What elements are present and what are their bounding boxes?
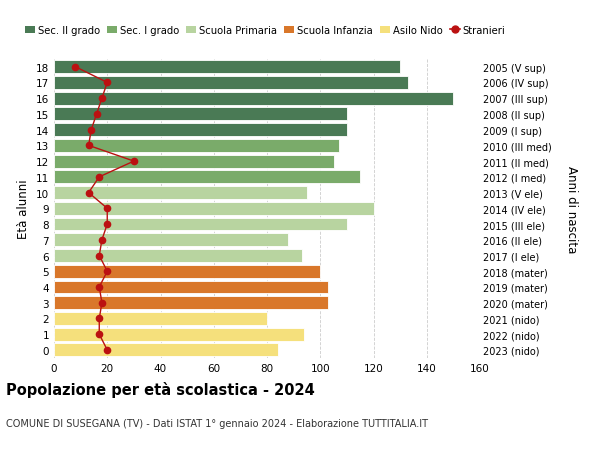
Bar (54, 234, 289, 246)
Bar (54, 250, 302, 263)
Bar (54, 344, 278, 357)
Legend: Sec. II grado, Sec. I grado, Scuola Primaria, Scuola Infanzia, Asilo Nido, Stran: Sec. II grado, Sec. I grado, Scuola Prim… (25, 26, 506, 36)
Y-axis label: Anni di nascita: Anni di nascita (565, 165, 578, 252)
Bar (54, 108, 347, 121)
Bar (54, 265, 320, 278)
Bar (54, 61, 400, 74)
Bar (54, 140, 339, 152)
Bar (54, 328, 304, 341)
Bar (54, 187, 307, 200)
Y-axis label: Età alunni: Età alunni (17, 179, 31, 239)
Text: Popolazione per età scolastica - 2024: Popolazione per età scolastica - 2024 (6, 381, 315, 397)
Bar (54, 124, 347, 137)
Bar (54, 77, 408, 90)
Bar (54, 281, 328, 294)
Text: COMUNE DI SUSEGANA (TV) - Dati ISTAT 1° gennaio 2024 - Elaborazione TUTTITALIA.I: COMUNE DI SUSEGANA (TV) - Dati ISTAT 1° … (6, 418, 428, 428)
Bar (54, 155, 334, 168)
Bar (54, 312, 267, 325)
Bar (54, 171, 360, 184)
Bar (54, 202, 373, 215)
Bar (54, 93, 454, 106)
Bar (54, 297, 328, 309)
Bar (54, 218, 347, 231)
